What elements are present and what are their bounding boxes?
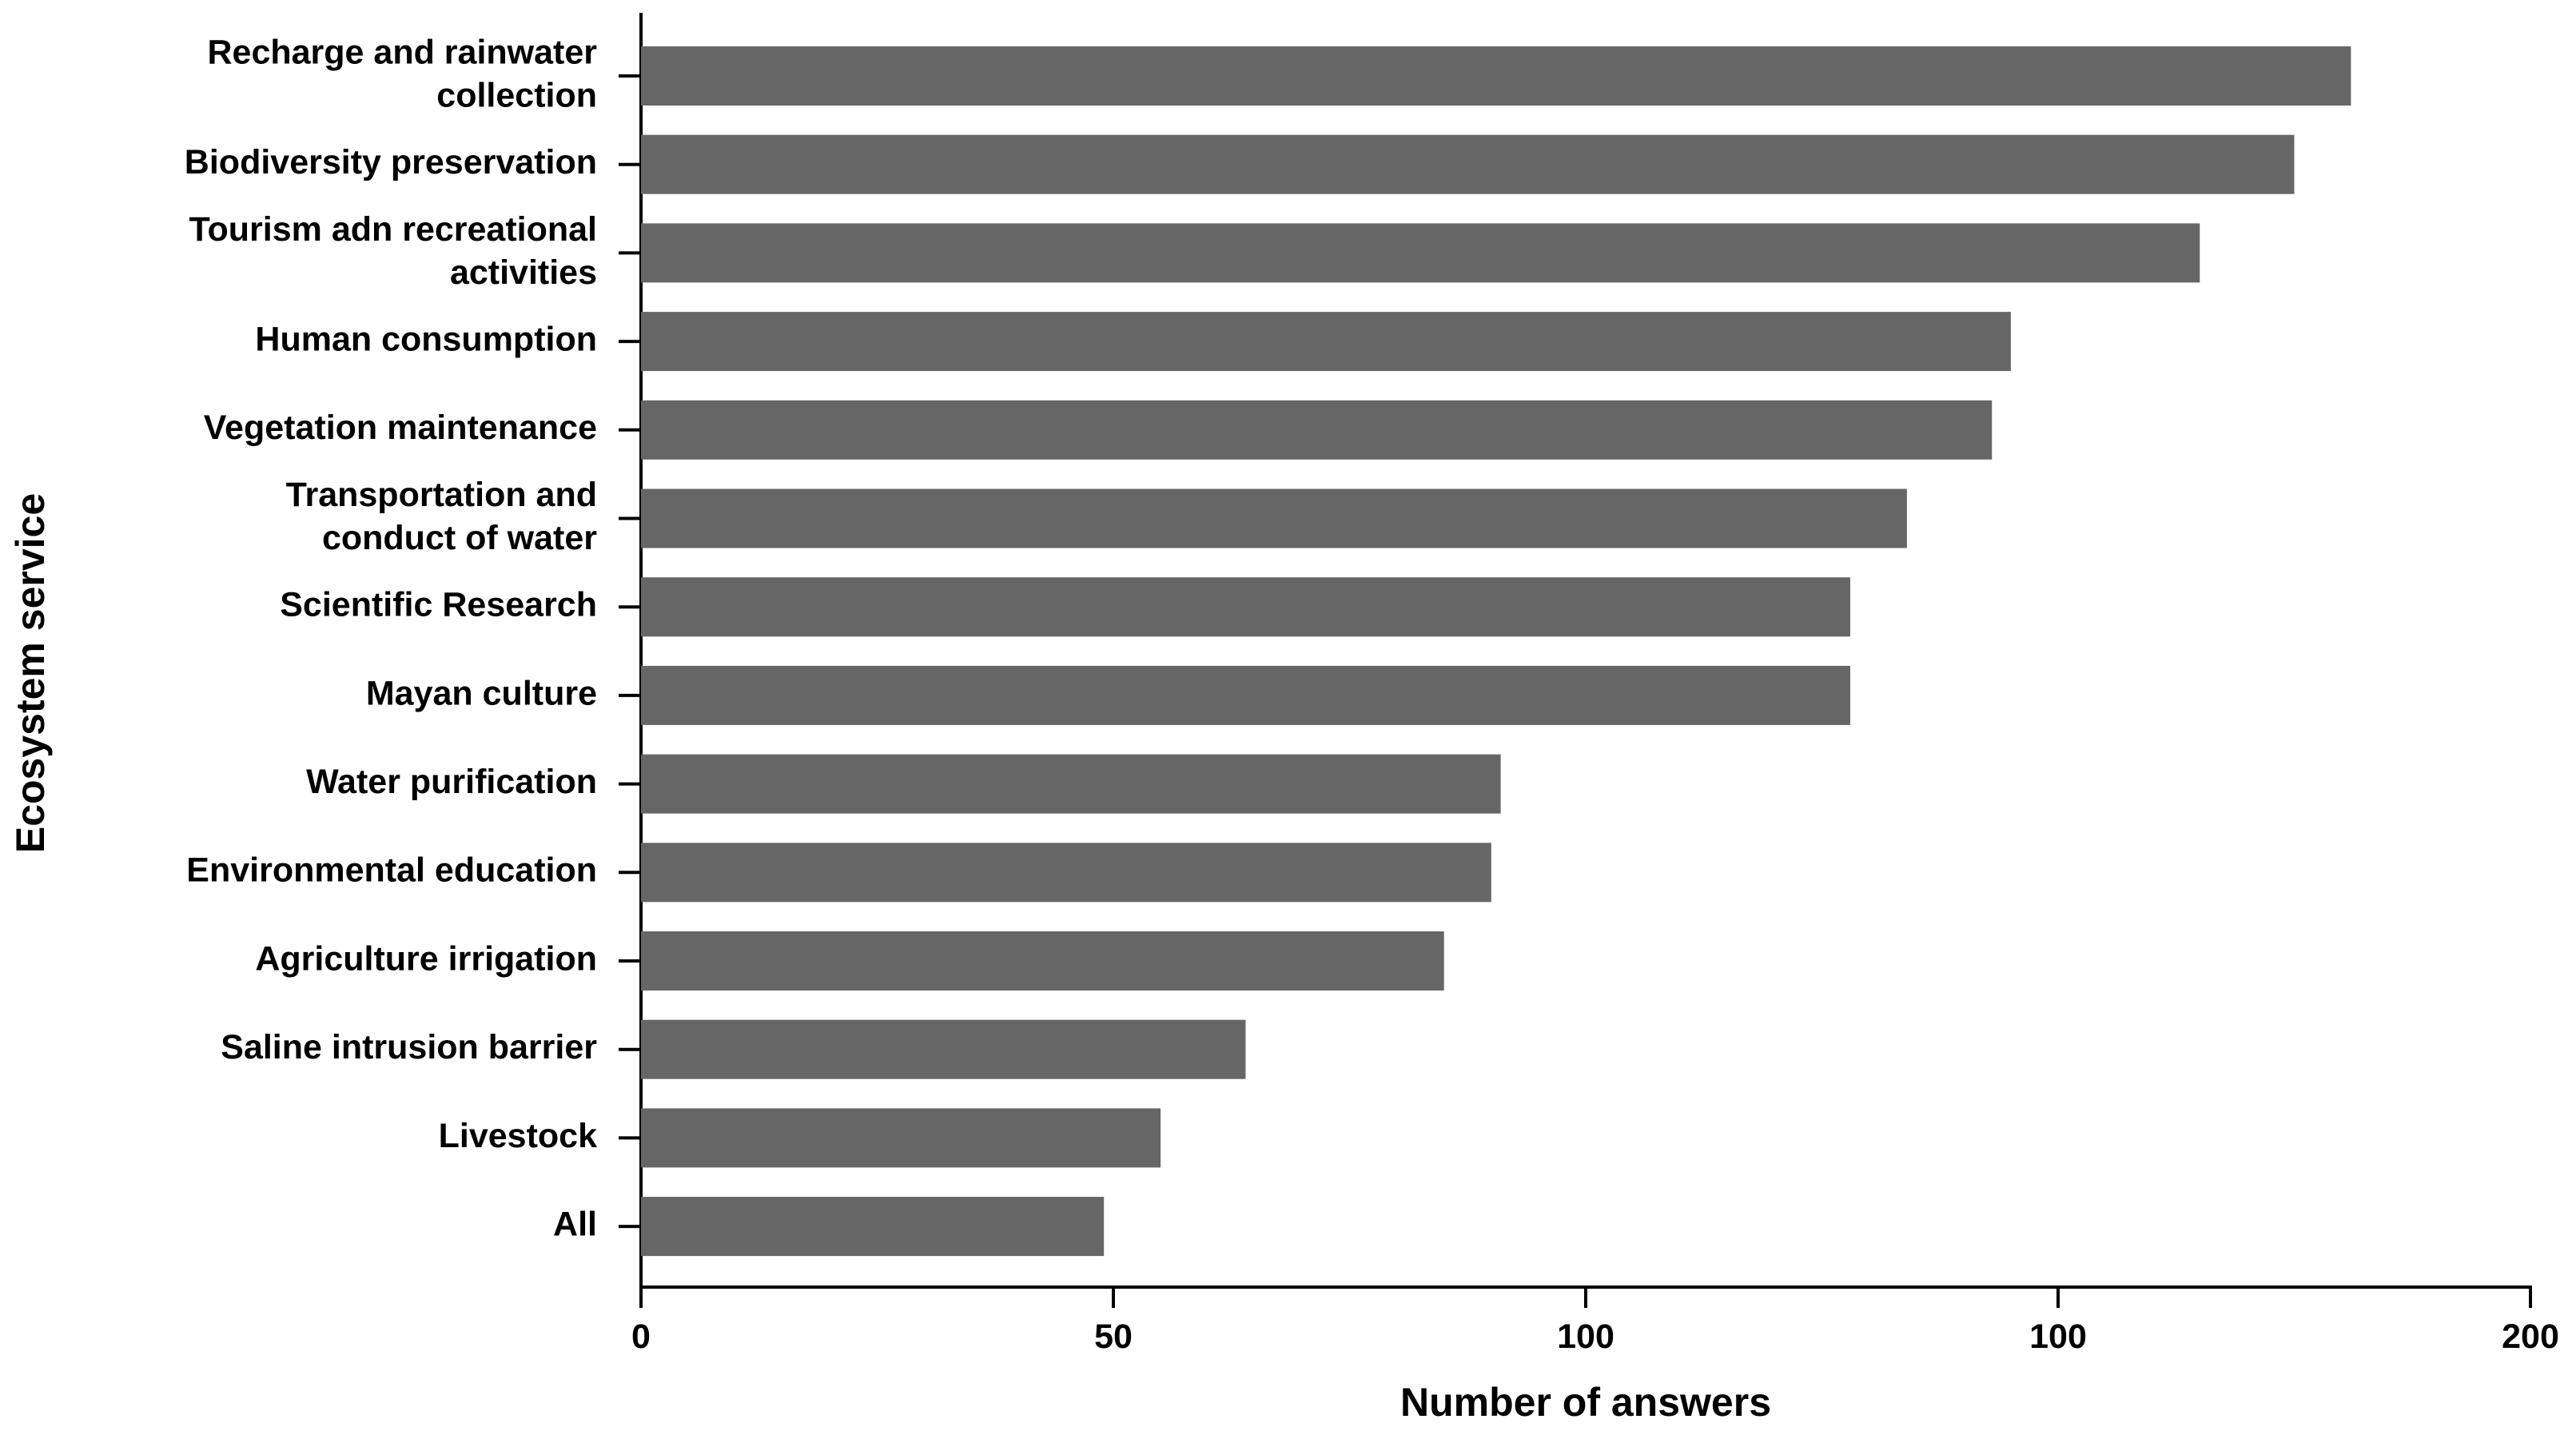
- y-tick-label: Livestock: [439, 1117, 597, 1155]
- bar: [641, 312, 2011, 372]
- x-tick-label: 50: [1094, 1317, 1133, 1356]
- y-tick-label: Scientific Research: [280, 586, 597, 624]
- y-tick-label: Transportation and: [286, 476, 597, 514]
- x-tick-label: 100: [2029, 1317, 2087, 1356]
- x-tick-label: 0: [631, 1317, 651, 1356]
- y-axis-title: Ecosystem service: [8, 493, 53, 853]
- y-tick-label: Agriculture irrigation: [255, 939, 597, 978]
- y-tick-label: Tourism adn recreational: [189, 210, 597, 249]
- x-tick-label: 100: [1557, 1317, 1614, 1356]
- y-tick-label: Environmental education: [186, 851, 597, 890]
- bar: [641, 1108, 1161, 1168]
- x-axis-title: Number of answers: [1400, 1380, 1771, 1425]
- bar: [641, 754, 1501, 814]
- bar: [641, 488, 1907, 548]
- y-tick-label: Water purification: [306, 763, 597, 801]
- y-tick-label: Biodiversity preservation: [185, 143, 597, 181]
- bar: [641, 223, 2200, 283]
- bar: [641, 46, 2351, 106]
- bar: [641, 1019, 1246, 1079]
- bar: [641, 931, 1444, 991]
- bar: [641, 577, 1850, 637]
- y-tick-label: Vegetation maintenance: [204, 409, 597, 447]
- y-tick-label: All: [553, 1205, 597, 1243]
- bar: [641, 843, 1491, 903]
- y-tick-label: collection: [436, 76, 597, 114]
- y-tick-label: conduct of water: [322, 519, 597, 557]
- y-tick-label: activities: [450, 253, 597, 292]
- y-tick-label: Human consumption: [255, 320, 597, 358]
- y-tick-label: Mayan culture: [366, 674, 597, 712]
- bar: [641, 1197, 1105, 1257]
- y-tick-label: Saline intrusion barrier: [221, 1028, 597, 1066]
- bar: [641, 400, 1993, 460]
- bar: [641, 665, 1850, 725]
- y-tick-label: Recharge and rainwater: [207, 33, 597, 71]
- bar: [641, 134, 2295, 194]
- x-tick-label: 200: [2502, 1317, 2559, 1356]
